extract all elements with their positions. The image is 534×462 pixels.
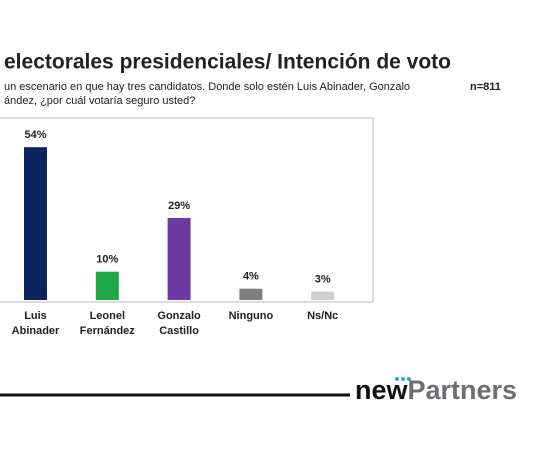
x-tick-label: Ninguno	[229, 310, 274, 322]
bar	[24, 147, 47, 300]
bar	[167, 217, 191, 300]
logo: newPartners	[355, 375, 517, 405]
logo-dot	[395, 377, 399, 381]
chart-title: electorales presidenciales/ Intención de…	[4, 51, 451, 74]
value-label: 3%	[315, 273, 331, 285]
logo-second: Partners	[408, 375, 518, 405]
bar	[95, 271, 119, 300]
logo-dot	[407, 377, 411, 381]
subtitle: ández, ¿por cuál votaría seguro usted?	[4, 95, 195, 107]
bar	[239, 288, 263, 300]
value-label: 29%	[168, 200, 190, 212]
sample-size: n=811	[470, 81, 501, 93]
bar	[311, 291, 335, 300]
value-label: 4%	[243, 271, 259, 283]
logo-first: new	[355, 375, 409, 405]
x-tick-label: Leonel Fernández	[80, 310, 136, 337]
x-tick-label: Luis Abinader	[12, 310, 60, 337]
value-label: 10%	[96, 254, 118, 266]
x-tick-label: Ns/Nc	[307, 310, 338, 322]
subtitle: un escenario en que hay tres candidatos.…	[4, 81, 410, 93]
logo-dot	[401, 377, 405, 381]
plot-frame	[0, 117, 374, 303]
value-label: 54%	[24, 129, 46, 141]
x-tick-label: Gonzalo Castillo	[157, 310, 201, 337]
